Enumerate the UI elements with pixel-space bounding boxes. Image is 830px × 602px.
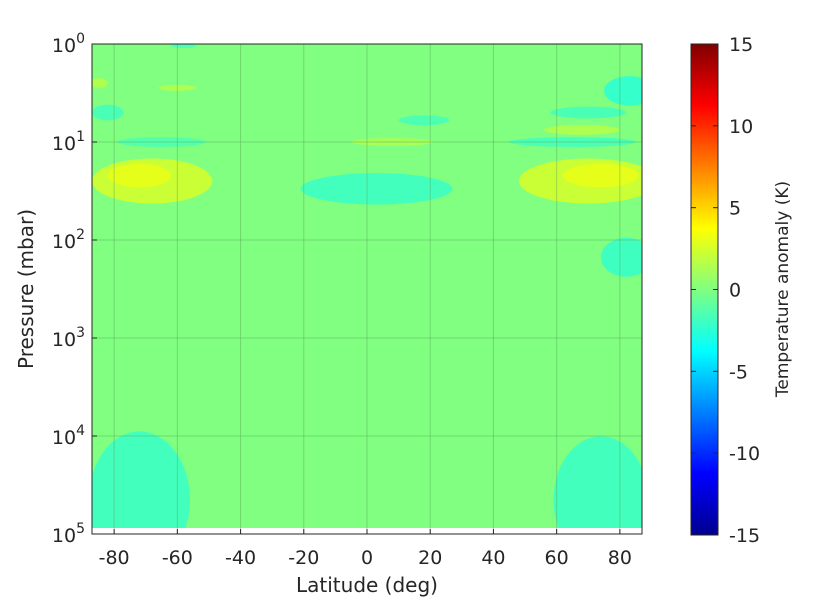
- anomaly-region-10: [398, 115, 450, 126]
- x-tick-label: 40: [481, 547, 505, 569]
- y-tick-label: 105: [52, 521, 85, 547]
- x-tick-label: 20: [418, 547, 442, 569]
- plot-area: [91, 43, 643, 535]
- x-tick-label: -40: [225, 547, 256, 569]
- colorbar-tick-label: -15: [729, 525, 760, 547]
- colorbar-tick-label: -10: [729, 443, 760, 465]
- anomaly-field-background: [92, 44, 642, 528]
- y-tick-label: 103: [52, 325, 85, 351]
- anomaly-region-4: [107, 163, 171, 188]
- colorbar-title: Temperature anomaly (K): [773, 181, 793, 398]
- y-tick-label: 101: [52, 129, 85, 155]
- anomaly-region-14: [604, 76, 642, 106]
- colorbar-tick-label: 0: [729, 280, 741, 302]
- colorbar-tick-label: 10: [729, 116, 753, 138]
- anomaly-region-9: [351, 138, 434, 146]
- colorbar-ticks: 15 10 5 0 -5 -10 -15: [691, 34, 760, 547]
- x-tick-label: 80: [608, 547, 632, 569]
- x-axis: -80 -60 -40 -20 0 20 40 60 80: [99, 529, 632, 569]
- anomaly-region-2: [553, 436, 642, 528]
- anomaly-region-17: [158, 84, 197, 91]
- anomaly-region-12: [544, 124, 620, 135]
- y-tick-label: 102: [52, 227, 85, 253]
- y-axis-title: Pressure (mbar): [14, 209, 38, 369]
- x-tick-label: 60: [545, 547, 569, 569]
- anomaly-features: [92, 44, 642, 528]
- anomaly-region-18: [600, 237, 642, 277]
- y-axis: 100 101 102 103 104 105: [52, 31, 97, 547]
- x-tick-label: -60: [162, 547, 193, 569]
- x-tick-label: 0: [361, 547, 373, 569]
- anomaly-region-16: [92, 78, 108, 88]
- anomaly-region-7: [300, 173, 453, 205]
- colorbar-tick-label: -5: [729, 361, 748, 383]
- colorbar: 15 10 5 0 -5 -10 -15 Temperature anomaly (K): [690, 34, 793, 547]
- x-tick-label: -80: [99, 547, 130, 569]
- anomaly-region-6: [563, 163, 639, 188]
- anomaly-region-1: [92, 431, 190, 528]
- x-tick-label: -20: [288, 547, 319, 569]
- x-axis-title: Latitude (deg): [296, 573, 438, 597]
- colorbar-tick-label: 5: [729, 198, 741, 220]
- anomaly-region-11: [509, 137, 636, 147]
- anomaly-region-8: [117, 137, 206, 147]
- colorbar-tick-label: 15: [729, 34, 753, 56]
- anomaly-region-15: [92, 104, 124, 121]
- anomaly-region-13: [550, 106, 627, 119]
- y-tick-label: 100: [52, 31, 85, 57]
- anomaly-region-19: [171, 44, 197, 49]
- y-tick-label: 104: [52, 423, 85, 449]
